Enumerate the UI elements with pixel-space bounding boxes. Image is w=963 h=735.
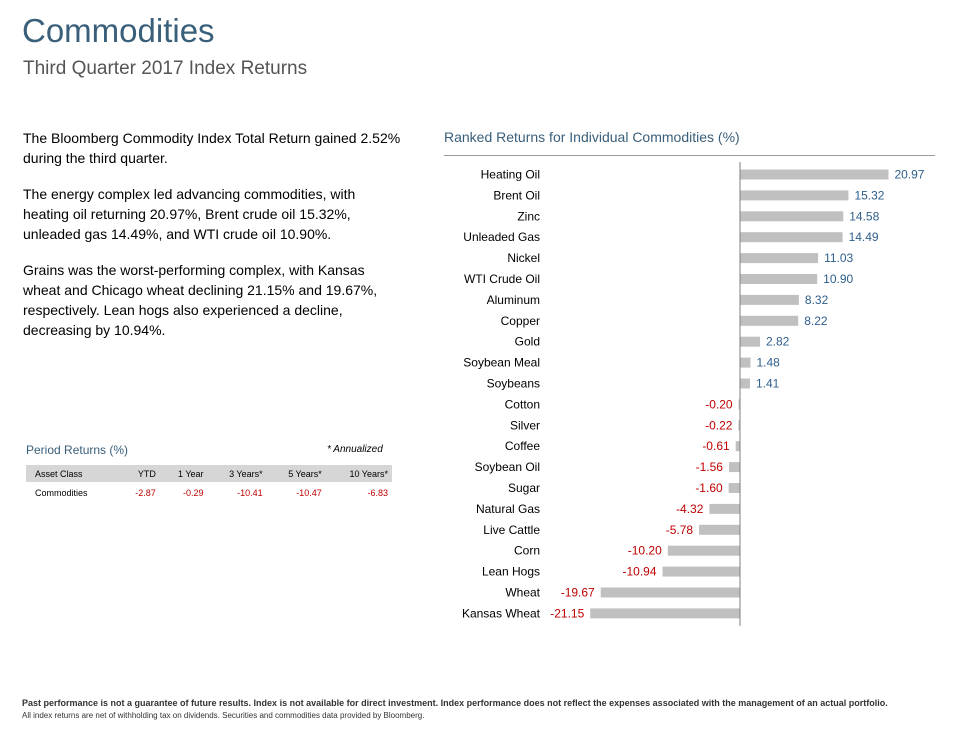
bar — [735, 441, 740, 452]
return-cell: -0.29 — [183, 488, 204, 498]
return-cell: -6.83 — [367, 488, 388, 498]
column-header: 5 Years* — [266, 465, 326, 482]
data-label: 8.22 — [804, 314, 828, 328]
data-label: -10.94 — [623, 565, 657, 579]
category-label: Lean Hogs — [482, 565, 540, 579]
category-label: Kansas Wheat — [462, 606, 541, 620]
disclaimer-text: Past performance is not a guarantee of f… — [22, 698, 888, 708]
category-label: Unleaded Gas — [463, 230, 540, 244]
bar — [740, 211, 844, 222]
data-label: -0.20 — [705, 397, 733, 411]
bar — [740, 169, 889, 180]
bar — [667, 545, 740, 556]
chart-title: Ranked Returns for Individual Commoditie… — [444, 129, 740, 145]
table-row: Commodities -2.87 -0.29 -10.41 -10.47 -6… — [26, 482, 392, 504]
category-label: Zinc — [517, 209, 540, 223]
data-label: 8.32 — [805, 293, 829, 307]
data-label: -1.60 — [695, 481, 723, 495]
category-label: Corn — [514, 544, 540, 558]
category-label: Aluminum — [487, 293, 540, 307]
return-cell: -10.47 — [296, 488, 322, 498]
category-label: Silver — [510, 418, 540, 432]
category-label: Nickel — [507, 251, 540, 265]
bar — [709, 503, 740, 514]
category-label: Soybeans — [487, 377, 540, 391]
category-label: Natural Gas — [476, 502, 540, 516]
page-title: Commodities — [22, 12, 215, 49]
data-label: 14.58 — [849, 209, 879, 223]
period-returns-title: Period Returns (%) — [26, 443, 129, 457]
table-header-row: Asset Class YTD 1 Year 3 Years* 5 Years*… — [26, 465, 392, 482]
data-label: 1.41 — [756, 377, 780, 391]
column-header: 10 Years* — [325, 465, 392, 482]
category-label: Copper — [501, 314, 540, 328]
summary-paragraph-1: The Bloomberg Commodity Index Total Retu… — [23, 130, 401, 166]
bar — [600, 587, 740, 598]
bar — [740, 336, 760, 347]
data-label: 10.90 — [823, 272, 853, 286]
data-label: -19.67 — [561, 586, 595, 600]
return-cell: -2.87 — [135, 488, 156, 498]
column-header: 3 Years* — [207, 465, 267, 482]
category-label: Coffee — [505, 439, 540, 453]
bar — [740, 357, 751, 368]
category-label: Heating Oil — [481, 168, 540, 182]
category-label: Brent Oil — [493, 188, 540, 202]
bar — [740, 232, 843, 243]
data-label: 15.32 — [854, 188, 884, 202]
category-label: Live Cattle — [483, 523, 540, 537]
period-returns-table: Asset Class YTD 1 Year 3 Years* 5 Years*… — [26, 465, 392, 504]
column-header: Asset Class — [26, 465, 120, 482]
category-label: Gold — [515, 335, 540, 349]
bar — [740, 315, 799, 326]
bar — [728, 462, 740, 473]
data-label: -0.22 — [705, 418, 733, 432]
category-label: Sugar — [508, 481, 540, 495]
bar — [740, 294, 799, 305]
bar — [738, 399, 740, 410]
category-label: Cotton — [505, 397, 540, 411]
category-label: Soybean Meal — [463, 356, 540, 370]
data-label: 20.97 — [894, 168, 924, 182]
data-label: 1.48 — [756, 356, 780, 370]
chart-title-divider — [444, 155, 935, 156]
bar — [740, 274, 818, 284]
page-subtitle: Third Quarter 2017 Index Returns — [23, 58, 308, 79]
bar — [662, 566, 740, 577]
category-label: WTI Crude Oil — [464, 272, 540, 286]
summary-paragraph-2: The energy complex led advancing commodi… — [23, 186, 356, 242]
bar — [699, 524, 740, 535]
data-label: -21.15 — [550, 606, 584, 620]
bar — [590, 608, 740, 619]
ranked-returns-chart: Heating Oil 20.97 Brent Oil 15.32 Zinc 14.58 U… — [462, 162, 925, 626]
data-source-note: All index returns are net of withholding… — [22, 711, 425, 720]
data-label: 14.49 — [849, 230, 879, 244]
bar — [740, 190, 849, 201]
data-label: -0.61 — [702, 439, 730, 453]
data-label: -5.78 — [666, 523, 694, 537]
return-cell: -10.41 — [237, 488, 263, 498]
bar — [728, 483, 740, 493]
annualized-note: * Annualized — [327, 444, 383, 455]
category-label: Wheat — [505, 586, 540, 600]
bar — [738, 420, 740, 431]
column-header: YTD — [119, 465, 160, 482]
data-label: 2.82 — [766, 335, 790, 349]
bar — [740, 253, 819, 264]
data-label: -4.32 — [676, 502, 704, 516]
data-label: -1.56 — [696, 460, 724, 474]
bar — [740, 378, 750, 389]
asset-class-cell: Commodities — [35, 488, 88, 498]
category-label: Soybean Oil — [475, 460, 540, 474]
data-label: -10.20 — [628, 544, 662, 558]
summary-paragraph-3: Grains was the worst-performing complex,… — [23, 262, 378, 338]
data-label: 11.03 — [824, 251, 853, 265]
column-header: 1 Year — [159, 465, 208, 482]
